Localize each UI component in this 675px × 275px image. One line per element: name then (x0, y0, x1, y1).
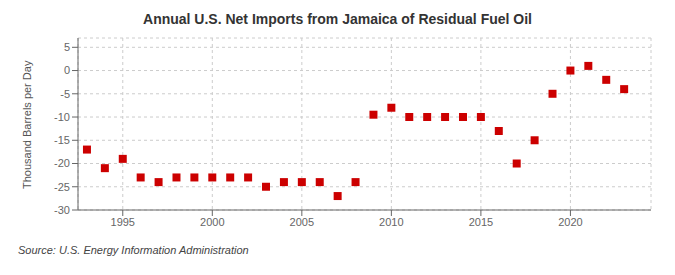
html-text:Annual U.S. Net Imports from J: Annual U.S. Net Imports from Jamaica of … (143, 11, 532, 27)
svg-text:Thousand Barrels per Day: Thousand Barrels per Day (21, 60, 33, 189)
svg-text:2010: 2010 (379, 216, 403, 228)
svg-text:-25: -25 (54, 181, 70, 193)
svg-text:-10: -10 (54, 111, 70, 123)
svg-text:1995: 1995 (111, 216, 135, 228)
svg-text:0: 0 (64, 64, 70, 76)
svg-text:2005: 2005 (290, 216, 314, 228)
html-text:Source: U.S. Energy Informatio: Source: U.S. Energy Information Administ… (18, 244, 249, 256)
svg-text:-15: -15 (54, 134, 70, 146)
svg-text:2015: 2015 (469, 216, 493, 228)
svg-text:-20: -20 (54, 157, 70, 169)
svg-text:2000: 2000 (200, 216, 224, 228)
svg-text:-5: -5 (60, 88, 70, 100)
svg-text:2020: 2020 (558, 216, 582, 228)
svg-text:5: 5 (64, 41, 70, 53)
svg-text:-30: -30 (54, 204, 70, 216)
